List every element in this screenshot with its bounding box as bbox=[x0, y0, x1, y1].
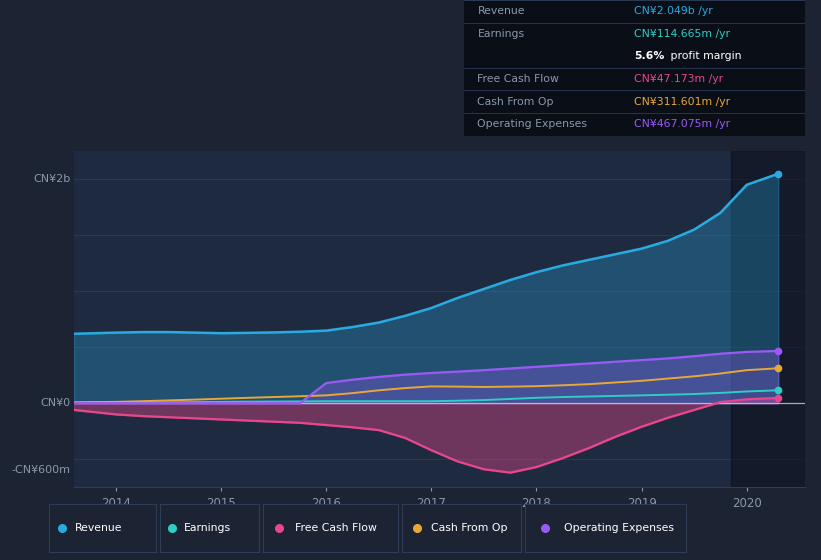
Text: CN¥311.601m /yr: CN¥311.601m /yr bbox=[635, 97, 731, 106]
Text: Revenue: Revenue bbox=[478, 6, 525, 16]
Text: CN¥47.173m /yr: CN¥47.173m /yr bbox=[635, 74, 723, 84]
Text: CN¥0: CN¥0 bbox=[40, 398, 71, 408]
Text: CN¥114.665m /yr: CN¥114.665m /yr bbox=[635, 29, 730, 39]
Bar bbox=[731, 151, 805, 487]
Text: Earnings: Earnings bbox=[478, 29, 525, 39]
Text: 5.6%: 5.6% bbox=[635, 52, 664, 62]
Text: Revenue: Revenue bbox=[75, 523, 122, 533]
Text: Free Cash Flow: Free Cash Flow bbox=[478, 74, 559, 84]
Text: CN¥2.049b /yr: CN¥2.049b /yr bbox=[635, 6, 713, 16]
Text: Operating Expenses: Operating Expenses bbox=[478, 119, 588, 129]
Text: Cash From Op: Cash From Op bbox=[431, 523, 507, 533]
Text: Free Cash Flow: Free Cash Flow bbox=[296, 523, 377, 533]
Text: Cash From Op: Cash From Op bbox=[478, 97, 554, 106]
Text: Earnings: Earnings bbox=[184, 523, 231, 533]
Text: profit margin: profit margin bbox=[667, 52, 741, 62]
Text: -CN¥600m: -CN¥600m bbox=[11, 465, 71, 475]
Text: CN¥2b: CN¥2b bbox=[33, 174, 71, 184]
Text: CN¥467.075m /yr: CN¥467.075m /yr bbox=[635, 119, 731, 129]
Text: Operating Expenses: Operating Expenses bbox=[564, 523, 674, 533]
